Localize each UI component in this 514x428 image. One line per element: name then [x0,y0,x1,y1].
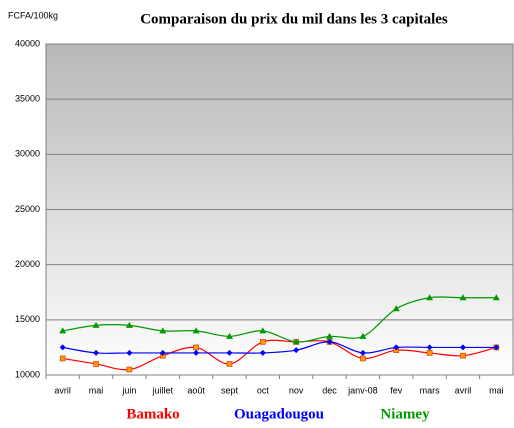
x-tick-label: sept [221,385,239,395]
marker [459,294,467,301]
x-tick-label: juin [121,385,136,395]
marker [93,361,99,367]
marker [192,327,200,334]
marker [460,352,466,359]
marker [493,344,500,351]
y-tick-label: 25000 [15,204,40,214]
marker [259,327,267,334]
y-tick-label: 15000 [15,314,40,324]
series-line [62,296,497,343]
marker [293,347,300,354]
marker [326,338,333,345]
x-tick-label: mai [89,385,104,395]
marker [326,332,334,339]
x-tick-label: août [187,385,205,395]
marker [359,332,367,339]
y-tick-label: 35000 [15,94,40,104]
marker [226,349,233,356]
marker [226,361,233,367]
chart-title: Comparaison du prix du mil dans les 3 ca… [140,11,448,27]
x-tick-label: avril [54,385,71,395]
marker [92,321,100,328]
marker [93,349,100,356]
marker [459,344,466,351]
x-tick-label: oct [257,385,270,395]
x-tick-label: juillet [151,385,173,395]
x-tick-label: mars [420,385,440,395]
marker [159,349,166,356]
marker [393,344,400,351]
legend-entry: Bamako [126,406,179,422]
y-tick-label: 30000 [15,149,40,159]
marker [59,355,66,362]
y-tick-label: 20000 [15,259,40,269]
legend-entry: Ouagadougou [234,406,324,422]
marker [426,294,434,301]
x-tick-label: mai [489,385,504,395]
marker [59,327,67,334]
marker [193,344,199,351]
marker [426,350,433,356]
marker [159,327,167,334]
marker [292,338,300,345]
marker [259,349,266,356]
marker [359,349,366,356]
x-tick-label: dec [322,385,337,395]
marker [126,366,133,373]
marker [492,294,500,301]
marker [392,305,400,312]
marker [360,355,366,362]
x-tick-label: fev [390,385,403,395]
marker [225,332,233,339]
y-tick-label: 10000 [15,369,40,379]
legend-entry: Niamey [380,406,430,422]
y-tick-label: 40000 [15,38,40,48]
marker [260,339,266,345]
marker [59,344,66,351]
marker [193,349,200,356]
marker [126,349,133,356]
x-tick-label: avril [455,385,472,395]
marker [426,344,433,351]
x-tick-label: janv-08 [347,385,378,395]
y-axis-label: FCFA/100kg [8,10,58,20]
marker [125,321,133,328]
x-tick-label: nov [289,385,304,395]
